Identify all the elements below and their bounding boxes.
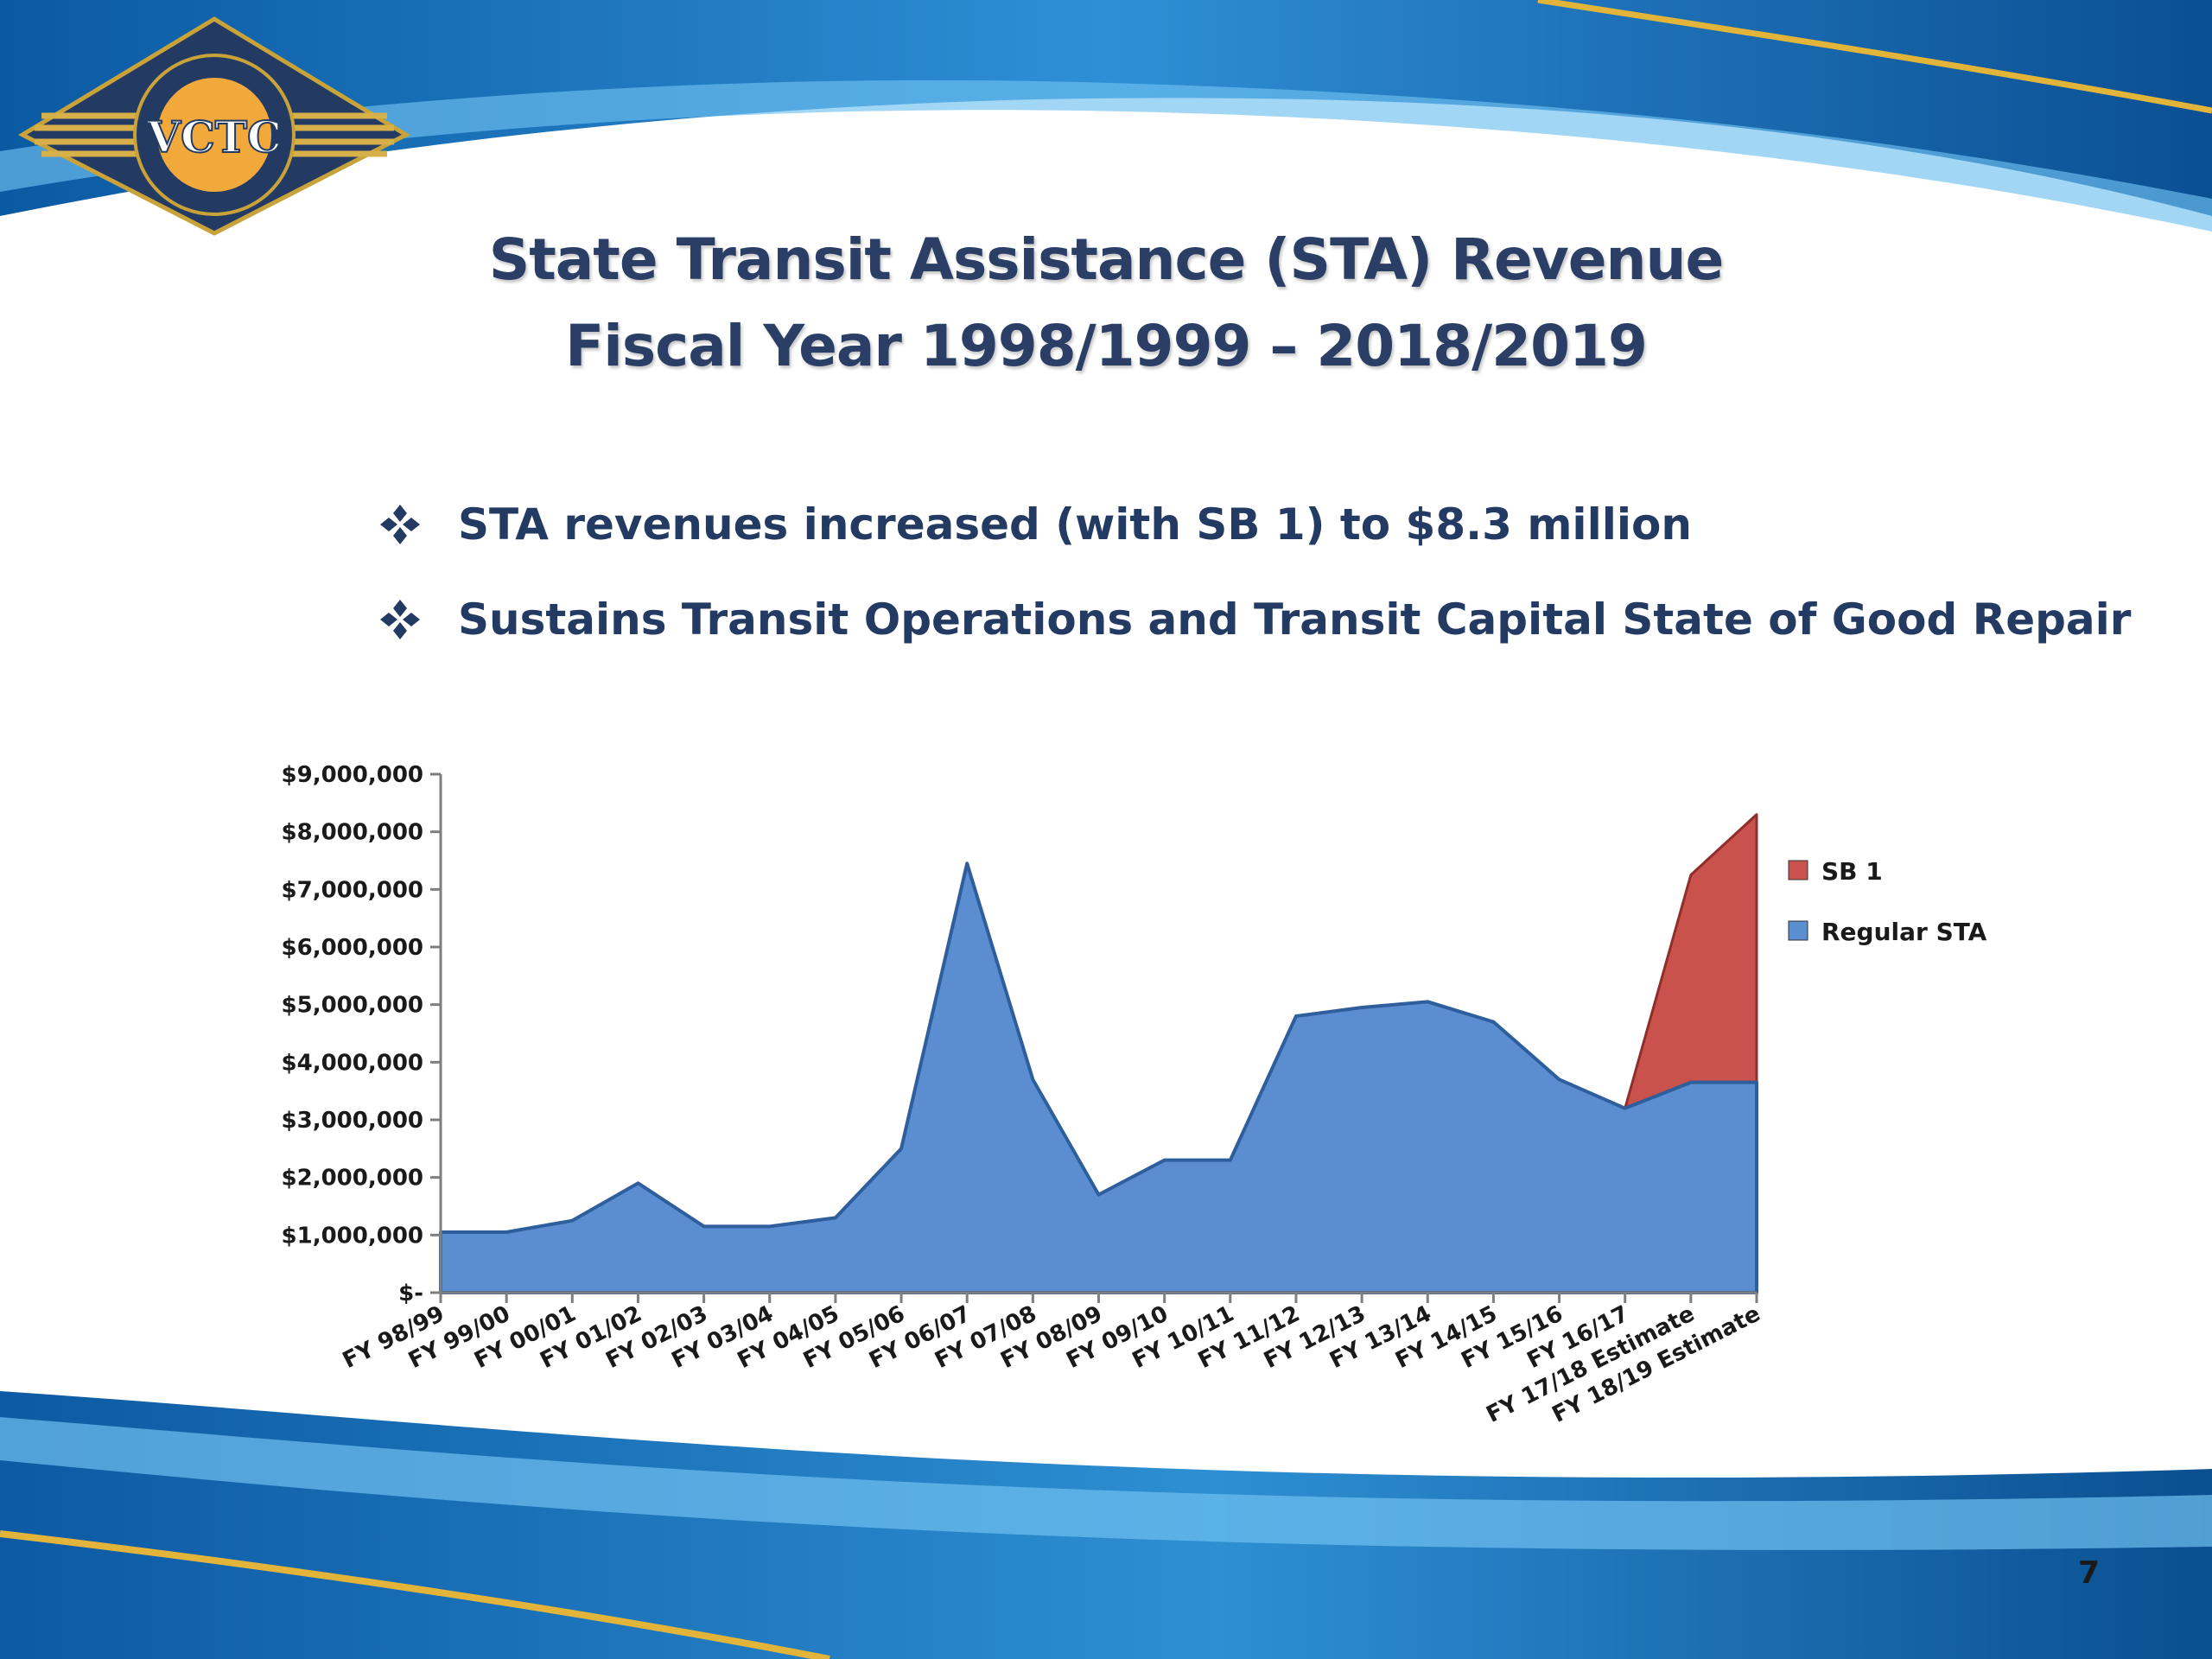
y-tick-label: $1,000,000: [282, 1223, 423, 1249]
top-wave-dark: [0, 0, 2212, 216]
bullet-item-2: Sustains Transit Operations and Transit …: [378, 589, 2131, 650]
bottom-gold-stripe: [0, 1530, 830, 1659]
y-tick-label: $-: [398, 1281, 423, 1306]
y-tick-label: $2,000,000: [282, 1166, 423, 1192]
bullet-text-1: STA revenues increased (with SB 1) to $8…: [458, 499, 1692, 550]
sb1-area: [1624, 813, 1758, 1110]
top-wave-light: [0, 79, 2212, 232]
logo-text: VCTC: [146, 111, 282, 162]
y-tick-label: $7,000,000: [282, 877, 423, 903]
slide-title-line-2: Fiscal Year 1998/1999 – 2018/2019: [565, 313, 1648, 379]
bullet-item-1: STA revenues increased (with SB 1) to $8…: [378, 494, 1692, 555]
y-tick-label: $4,000,000: [282, 1050, 423, 1076]
y-tick-label: $5,000,000: [282, 993, 423, 1019]
legend-label: Regular STA: [1821, 918, 1987, 946]
y-tick-label: $6,000,000: [282, 935, 423, 961]
legend-swatch: [1788, 860, 1808, 880]
page-number: 7: [2077, 1555, 2100, 1591]
regular-sta-area: [439, 861, 1758, 1294]
legend-label: SB 1: [1821, 857, 1883, 886]
slide-title-line-1: State Transit Assistance (STA) Revenue: [488, 226, 1725, 293]
diamond-bullet-icon: [380, 600, 420, 639]
sta-revenue-chart: $- $1,000,000 $2,000,000 $3,000,000 $4,000,0…: [282, 762, 1987, 1428]
bullet-text-2: Sustains Transit Operations and Transit …: [458, 594, 2132, 645]
diamond-bullet-icon: [380, 505, 420, 544]
vctc-logo: VCTC: [17, 16, 411, 236]
y-tick-label: $9,000,000: [282, 762, 423, 788]
y-tick-label: $8,000,000: [282, 820, 423, 846]
legend-swatch: [1788, 920, 1808, 941]
bottom-wave-light: [0, 1417, 2212, 1550]
top-gold-stripe: [1537, 0, 2212, 114]
y-tick-label: $3,000,000: [282, 1108, 423, 1134]
